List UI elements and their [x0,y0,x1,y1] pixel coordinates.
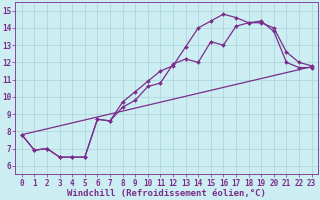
X-axis label: Windchill (Refroidissement éolien,°C): Windchill (Refroidissement éolien,°C) [67,189,266,198]
